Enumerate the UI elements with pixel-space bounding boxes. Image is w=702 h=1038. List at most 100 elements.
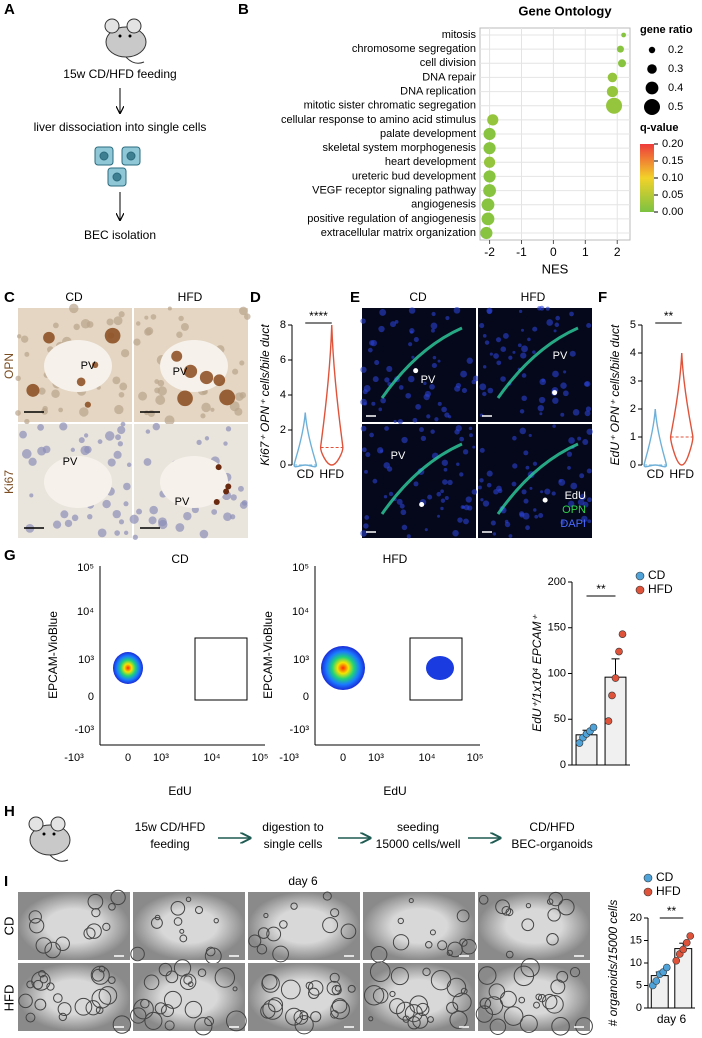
nucleus: [241, 499, 248, 506]
organoid: [90, 965, 110, 985]
pv-label: PV: [81, 360, 96, 372]
organoid: [475, 1005, 494, 1023]
organoid: [256, 944, 268, 955]
channel-label: DAPI: [560, 518, 586, 530]
nucleus: [552, 424, 556, 428]
panel-label: A: [4, 1, 15, 18]
nucleus: [211, 509, 218, 515]
organoid: [257, 927, 270, 939]
nucleus: [363, 523, 369, 529]
chart-title: Gene Ontology: [518, 3, 612, 18]
organoid: [505, 908, 514, 917]
data-point: [662, 963, 671, 972]
y-tick-label: DNA repair: [422, 71, 476, 83]
y-tick-label: cell division: [420, 57, 476, 69]
nucleus: [78, 437, 85, 444]
violin: [669, 352, 694, 466]
legend-dot: [645, 81, 659, 95]
y-tick-label: 10: [630, 957, 642, 969]
nucleus: [372, 376, 379, 383]
nucleus: [441, 406, 447, 413]
nucleus: [73, 323, 80, 331]
organoid: [558, 898, 575, 916]
y-tick-label: 5: [636, 979, 642, 991]
organoid: [266, 926, 282, 942]
nucleus: [97, 528, 107, 538]
nucleus: [519, 427, 527, 435]
organoid: [28, 910, 42, 924]
organoid: [293, 1009, 309, 1025]
nucleus: [552, 397, 559, 404]
nucleus: [407, 375, 415, 383]
organoid: [158, 962, 173, 977]
nucleus: [454, 385, 461, 392]
organoid: [262, 999, 283, 1020]
step-text: digestion to: [262, 820, 324, 834]
nucleus: [59, 422, 68, 431]
nucleus: [123, 482, 131, 491]
nucleus: [567, 466, 571, 470]
y-tick-label: -10³: [289, 724, 309, 736]
nucleus: [434, 417, 439, 422]
nucleus: [176, 331, 183, 338]
nucleus: [538, 513, 544, 518]
nucleus: [28, 457, 37, 466]
nucleus: [150, 314, 157, 320]
nucleus: [560, 382, 567, 389]
nucleus: [480, 498, 484, 502]
nucleus: [577, 436, 582, 441]
nucleus: [558, 479, 562, 483]
dot: [481, 212, 495, 226]
axis-label: EdU: [168, 784, 191, 798]
x-tick-label: day 6: [657, 1012, 687, 1026]
stain: [76, 377, 86, 387]
nucleus: [393, 419, 397, 423]
nucleus: [577, 498, 585, 506]
nucleus: [360, 425, 367, 432]
organoid: [91, 968, 105, 982]
stain: [91, 361, 99, 368]
nucleus: [469, 433, 474, 438]
nucleus: [225, 426, 232, 432]
nucleus: [486, 308, 493, 315]
data-point: [575, 739, 584, 747]
nucleus: [496, 360, 502, 366]
step-text: single cells: [264, 837, 323, 851]
dot: [483, 170, 496, 183]
organoid: [55, 936, 70, 951]
legend-dot: [644, 99, 660, 115]
nucleus: [541, 378, 545, 383]
nucleus: [570, 482, 578, 490]
nucleus: [495, 337, 502, 343]
organoid: [456, 909, 470, 923]
nucleus: [443, 467, 448, 472]
organoid: [261, 974, 278, 990]
nucleus: [512, 435, 517, 441]
organoid: [35, 937, 52, 954]
legend-title: gene ratio: [640, 24, 693, 36]
panel-label: D: [250, 289, 261, 306]
nucleus: [487, 387, 494, 394]
stain: [26, 383, 40, 397]
nucleus: [107, 458, 116, 467]
nucleus: [460, 370, 468, 378]
nucleus: [538, 396, 546, 404]
ihc-images: [15, 303, 251, 540]
nucleus: [118, 391, 125, 398]
image-bg: [478, 308, 592, 422]
nucleus: [123, 530, 129, 536]
nucleus: [157, 386, 167, 396]
y-tick-label: 10⁴: [77, 606, 94, 618]
nucleus: [579, 473, 585, 479]
legend-title: q-value: [640, 122, 679, 134]
y-tick-label: 10⁵: [292, 562, 309, 574]
dot: [481, 198, 495, 212]
organoid: [505, 950, 514, 959]
organoid: [86, 923, 102, 939]
nucleus: [582, 439, 589, 445]
organoid: [85, 1000, 101, 1016]
nucleus: [569, 350, 576, 357]
nucleus: [584, 410, 591, 417]
dot: [483, 184, 496, 197]
panel-label: B: [238, 1, 249, 18]
